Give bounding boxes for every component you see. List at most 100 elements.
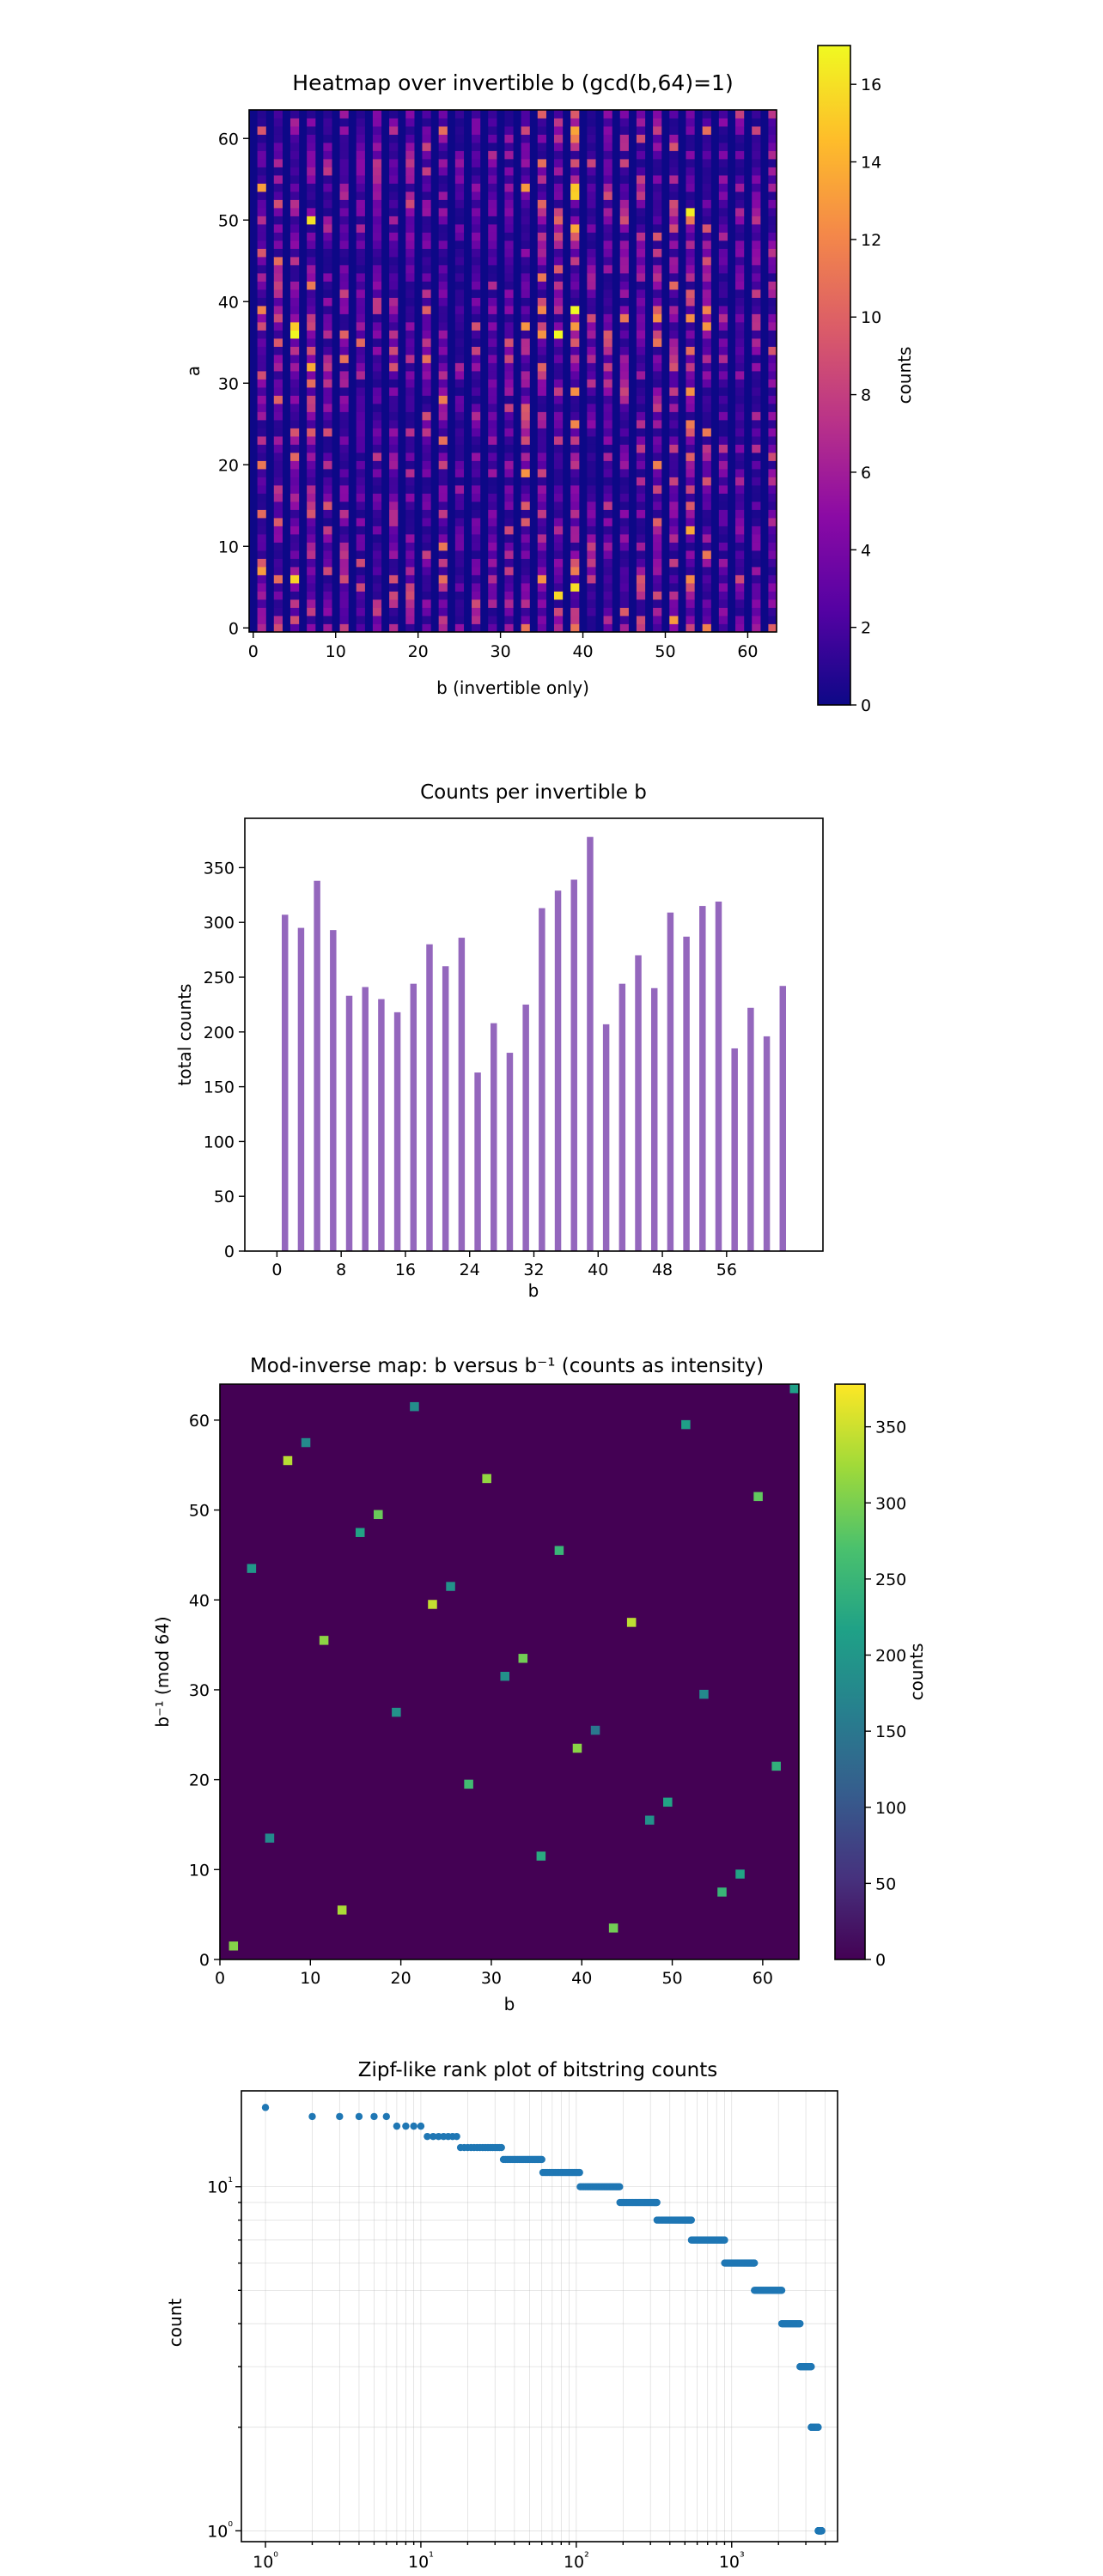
- heatmap-cell: [619, 330, 629, 339]
- heatmap-cell: [653, 167, 662, 176]
- heatmap-cell: [389, 248, 399, 258]
- heatmap-cell: [669, 485, 679, 494]
- heatmap-cell: [653, 534, 662, 543]
- heatmap-cell: [537, 232, 546, 241]
- heatmap-cell: [768, 232, 777, 241]
- heatmap-cell: [438, 150, 448, 160]
- rank-point: [497, 2143, 505, 2152]
- heatmap-cell: [422, 379, 431, 388]
- heatmap-cell: [521, 428, 530, 437]
- x-tick-label: 50: [655, 642, 675, 661]
- heatmap-cell: [587, 469, 596, 477]
- heatmap-cell: [307, 306, 316, 314]
- heatmap-cell: [553, 297, 564, 307]
- heatmap-cell: [768, 224, 777, 233]
- rank-point: [687, 2216, 695, 2224]
- heatmap-cell: [619, 216, 629, 225]
- heatmap-cell: [472, 289, 481, 298]
- heatmap-cell: [752, 150, 761, 160]
- heatmap-cell: [653, 257, 662, 265]
- heatmap-cell: [686, 313, 695, 323]
- heatmap-cell: [454, 567, 465, 575]
- heatmap-cell: [735, 436, 745, 445]
- heatmap-cell: [289, 518, 300, 526]
- heatmap-cell: [273, 616, 283, 624]
- rank-point: [402, 2122, 410, 2130]
- heatmap-cell: [339, 208, 349, 216]
- heatmap-cell: [372, 159, 382, 167]
- heatmap-cell: [488, 387, 497, 396]
- rank-point: [818, 2527, 826, 2535]
- heatmap-cell: [570, 616, 580, 624]
- heatmap-cell: [422, 387, 431, 396]
- heatmap-cell: [570, 420, 580, 428]
- heatmap-cell: [752, 273, 761, 282]
- heatmap-cell: [356, 159, 365, 167]
- heatmap-cell: [339, 387, 349, 396]
- heatmap-cell: [488, 567, 497, 575]
- heatmap-cell: [537, 191, 546, 200]
- heatmap-cell: [686, 567, 695, 575]
- heatmap-cell: [257, 542, 266, 551]
- heatmap-cell: [553, 273, 564, 282]
- heatmap-cell: [702, 469, 711, 477]
- heatmap-cell: [669, 232, 679, 241]
- heatmap-cell: [553, 199, 564, 209]
- heatmap-cell: [307, 379, 316, 388]
- heatmap-cell: [289, 175, 300, 184]
- heatmap-cell: [323, 501, 332, 510]
- heatmap-cell: [273, 379, 283, 388]
- heatmap-cell: [752, 297, 761, 307]
- heatmap-cell: [686, 420, 695, 428]
- heatmap-cell: [422, 216, 431, 225]
- heatmap-cell: [323, 428, 332, 437]
- heatmap-cell: [488, 281, 497, 290]
- heatmap-cell: [735, 607, 745, 617]
- heatmap-cell: [636, 232, 646, 241]
- heatmap-cell: [323, 420, 332, 428]
- heatmap-cell: [735, 297, 745, 307]
- heatmap-cell: [603, 526, 612, 535]
- heatmap-cell: [553, 453, 564, 461]
- heatmap-cell: [702, 371, 711, 380]
- heatmap-cell: [422, 607, 431, 617]
- heatmap-cell: [389, 297, 399, 307]
- heatmap-cell: [438, 387, 448, 396]
- heatmap-cell: [422, 477, 431, 486]
- heatmap-cell: [504, 591, 514, 600]
- heatmap-cell: [438, 346, 448, 355]
- heatmap-cell: [488, 330, 497, 339]
- heatmap-cell: [488, 453, 497, 461]
- heatmap-cell: [752, 208, 761, 216]
- heatmap-cell: [273, 322, 283, 331]
- heatmap-cell: [521, 313, 530, 323]
- heatmap-cell: [653, 469, 662, 477]
- heatmap-cell: [438, 330, 448, 339]
- heatmap-cell: [405, 420, 415, 428]
- heatmap-cell: [273, 338, 283, 347]
- x-tick-label: 8: [336, 1261, 346, 1279]
- heatmap-cell: [438, 338, 448, 347]
- rank-point: [424, 2132, 431, 2141]
- heatmap-cell: [735, 183, 745, 192]
- heatmap-cell: [472, 574, 481, 584]
- heatmap-cell: [669, 346, 679, 355]
- heatmap-cell: [356, 411, 365, 421]
- heatmap-cell: [307, 477, 316, 486]
- heatmap-cell: [537, 616, 546, 624]
- heatmap-cell: [636, 134, 646, 143]
- heatmap-cell: [619, 469, 629, 477]
- heatmap-cell: [273, 542, 283, 551]
- chart3-colorbar-label: counts: [906, 1643, 927, 1701]
- heatmap-cell: [570, 623, 580, 633]
- heatmap-cell: [752, 281, 761, 290]
- heatmap-cell: [488, 574, 497, 584]
- heatmap-cell: [339, 306, 349, 314]
- heatmap-cell: [619, 257, 629, 265]
- heatmap-cell: [438, 281, 448, 290]
- colorbar-tick-label: 6: [861, 464, 871, 483]
- heatmap-cell: [570, 526, 580, 535]
- heatmap-cell: [669, 281, 679, 290]
- heatmap-cell: [636, 485, 646, 494]
- heatmap-cell: [405, 362, 415, 372]
